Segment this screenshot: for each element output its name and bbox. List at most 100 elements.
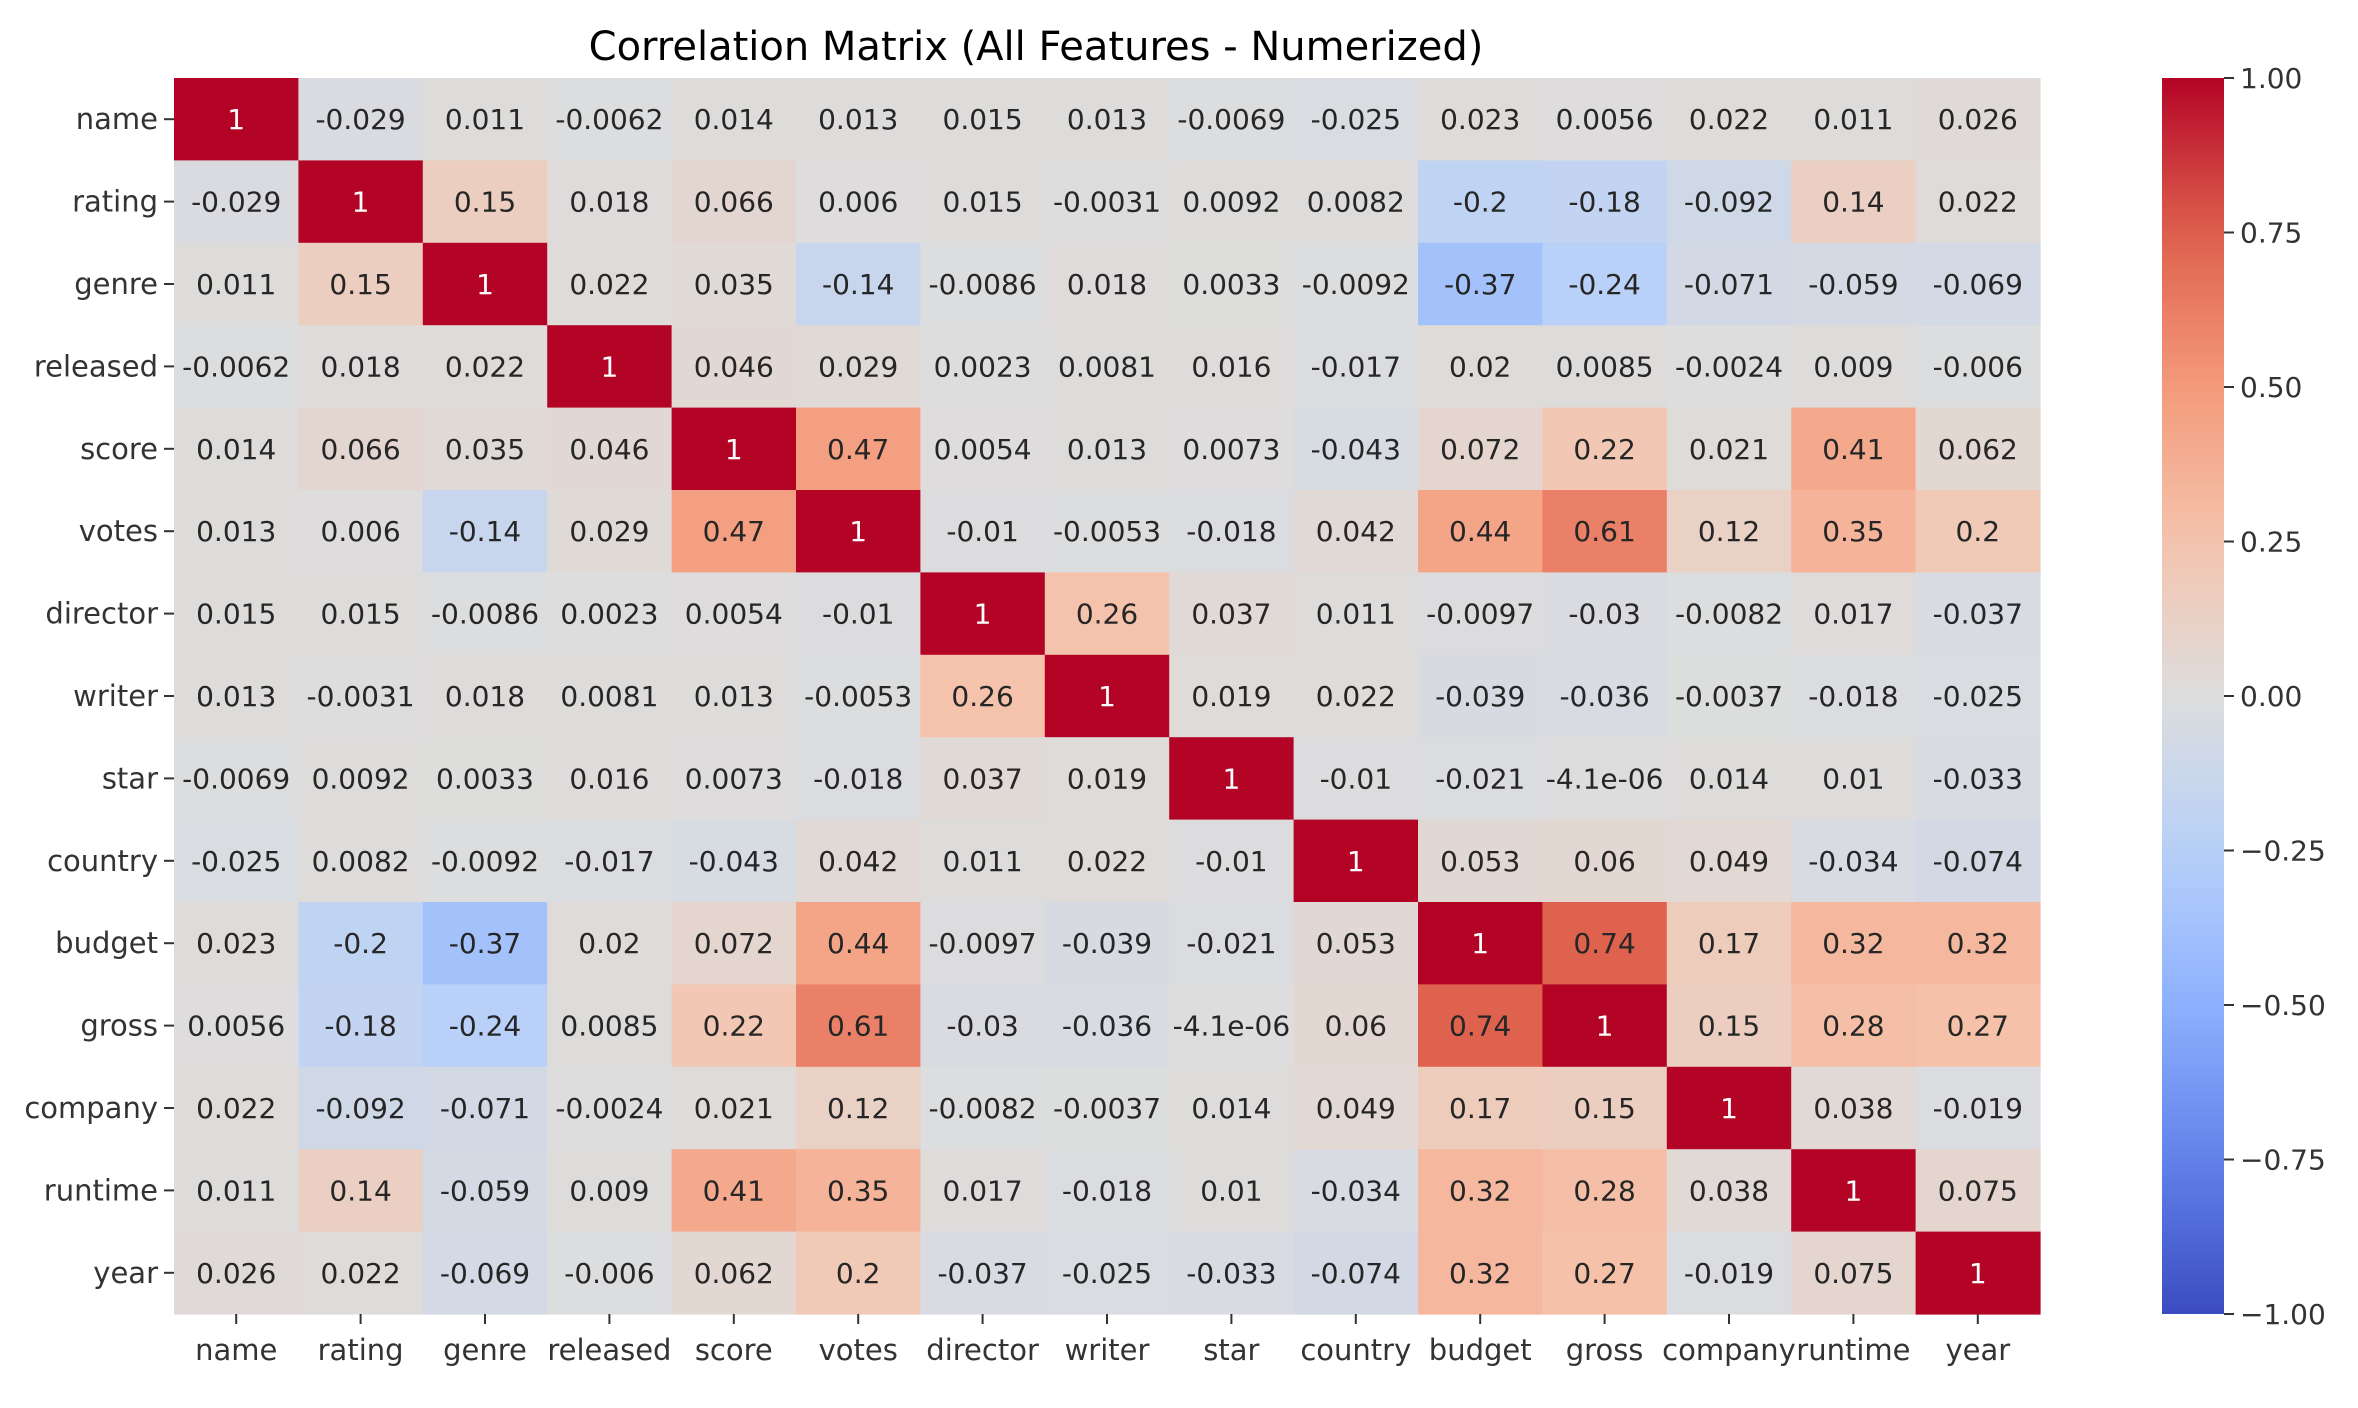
heatmap-cell-star-votes (796, 737, 921, 821)
heatmap-cell-director-star (1169, 572, 1295, 656)
heatmap-cell-score-rating (298, 407, 424, 491)
cell-value-released-country: -0.017 (1311, 350, 1401, 383)
cell-value-star-director: 0.037 (943, 762, 1023, 795)
cell-value-director-votes: -0.01 (822, 598, 894, 631)
heatmap-cell-writer-gross (1542, 654, 1668, 738)
cell-value-votes-rating: 0.006 (321, 515, 401, 548)
cell-value-director-country: 0.011 (1316, 598, 1396, 631)
heatmap-cell-year-runtime (1791, 1231, 1917, 1315)
heatmap-cell-labels: 1 -0.029 0.011 -0.0062 0.014 0.013 0.015 0.013-… (182, 103, 2023, 1290)
cell-value-director-director: 1 (974, 598, 992, 631)
heatmap-cell-country-rating (298, 819, 424, 903)
heatmap-cell-star-runtime (1791, 737, 1917, 821)
heatmap-cell-country-score (671, 819, 797, 903)
heatmap-cell-genre-score (671, 242, 797, 326)
heatmap-cell-name-votes (796, 78, 921, 161)
x-tick-label-runtime: runtime (1796, 1333, 1910, 1367)
heatmap-cell-name-writer (1044, 78, 1170, 161)
heatmap-cell-budget-runtime (1791, 902, 1917, 985)
heatmap-cell-star-score (671, 737, 797, 821)
y-tick-label-rating: rating (72, 185, 158, 219)
cell-value-year-rating: 0.022 (321, 1257, 401, 1290)
cell-value-votes-runtime: 0.35 (1822, 515, 1884, 548)
heatmap-cell-director-rating (298, 572, 424, 656)
heatmap-cell-runtime-votes (796, 1149, 921, 1233)
y-tick-label-votes: votes (79, 514, 158, 548)
cell-value-runtime-writer: -0.018 (1062, 1174, 1152, 1207)
cell-value-writer-score: 0.013 (694, 680, 774, 713)
cell-value-director-rating: 0.015 (321, 598, 401, 631)
heatmap-cell-runtime-writer (1044, 1149, 1170, 1233)
heatmap-cell-gross-score (671, 984, 797, 1068)
heatmap-cell-votes-writer (1044, 490, 1170, 573)
heatmap-cell-writer-star (1169, 654, 1295, 738)
cell-value-writer-released: 0.0081 (560, 680, 658, 713)
cell-value-runtime-budget: 0.32 (1449, 1174, 1511, 1207)
heatmap-cell-budget-genre (422, 902, 548, 985)
cell-value-votes-year: 0.2 (1956, 515, 2001, 548)
cell-value-gross-budget: 0.74 (1449, 1010, 1511, 1043)
heatmap-cell-star-star (1169, 737, 1295, 821)
cell-value-company-country: 0.049 (1316, 1092, 1396, 1125)
heatmap-cell-rating-company (1666, 160, 1792, 244)
y-axis-ticks: name rating genre released score votes directo… (24, 102, 174, 1290)
heatmap-cell-rating-budget (1418, 160, 1543, 244)
cell-value-company-year: -0.019 (1933, 1092, 2023, 1125)
heatmap-cell-company-writer (1044, 1066, 1170, 1150)
cell-value-country-rating: 0.0082 (312, 845, 410, 878)
cell-value-runtime-name: 0.011 (196, 1174, 276, 1207)
cell-value-released-writer: 0.0081 (1058, 350, 1156, 383)
cell-value-budget-gross: 0.74 (1573, 927, 1635, 960)
cell-value-writer-company: -0.0037 (1675, 680, 1783, 713)
cell-value-company-gross: 0.15 (1573, 1092, 1635, 1125)
heatmap-cell-director-writer (1044, 572, 1170, 656)
cell-value-runtime-company: 0.038 (1689, 1174, 1769, 1207)
heatmap-cell-gross-rating (298, 984, 424, 1068)
heatmap-cell-rating-year (1915, 160, 2041, 244)
cell-value-name-gross: 0.0056 (1556, 103, 1654, 136)
cell-value-year-gross: 0.27 (1573, 1257, 1635, 1290)
heatmap-cell-runtime-score (671, 1149, 797, 1233)
cell-value-writer-genre: 0.018 (445, 680, 525, 713)
cell-value-gross-name: 0.0056 (187, 1010, 285, 1043)
colorbar-tick-label-4: 0.00 (2240, 680, 2302, 713)
x-tick-label-genre: genre (443, 1333, 527, 1367)
cell-value-budget-country: 0.053 (1316, 927, 1396, 960)
heatmap-cell-gross-company (1666, 984, 1792, 1068)
cell-value-genre-star: 0.0033 (1182, 268, 1280, 301)
cell-value-company-rating: -0.092 (315, 1092, 405, 1125)
heatmap-cell-genre-gross (1542, 242, 1668, 326)
colorbar-tick-label-5: −0.25 (2240, 835, 2326, 868)
y-tick-label-company: company (24, 1091, 158, 1125)
colorbar-tick-label-6: −0.50 (2240, 989, 2326, 1022)
cell-value-genre-writer: 0.018 (1067, 268, 1147, 301)
cell-value-country-gross: 0.06 (1573, 845, 1635, 878)
y-tick-label-writer: writer (73, 679, 158, 713)
cell-value-released-star: 0.016 (1191, 350, 1271, 383)
x-tick-label-gross: gross (1566, 1333, 1644, 1367)
heatmap-cell-released-gross (1542, 325, 1668, 409)
heatmap-cell-rating-name (174, 160, 299, 244)
heatmap-cell-votes-genre (422, 490, 548, 573)
heatmap-cell-director-votes (796, 572, 921, 656)
cell-value-released-rating: 0.018 (321, 350, 401, 383)
heatmap-cell-score-year (1915, 407, 2041, 491)
cell-value-rating-country: 0.0082 (1307, 186, 1405, 219)
colorbar-tick-label-7: −0.75 (2240, 1144, 2326, 1177)
x-tick-label-company: company (1662, 1333, 1796, 1367)
cell-value-name-company: 0.022 (1689, 103, 1769, 136)
heatmap-cell-score-runtime (1791, 407, 1917, 491)
heatmap-cell-gross-country (1293, 984, 1419, 1068)
cell-value-director-released: 0.0023 (560, 598, 658, 631)
cell-value-name-star: -0.0069 (1177, 103, 1285, 136)
cell-value-company-budget: 0.17 (1449, 1092, 1511, 1125)
cell-value-writer-budget: -0.039 (1435, 680, 1525, 713)
heatmap-cell-gross-genre (422, 984, 548, 1068)
cell-value-released-year: -0.006 (1933, 350, 2023, 383)
heatmap-cell-released-genre (422, 325, 548, 409)
cell-value-year-year: 1 (1969, 1257, 1987, 1290)
cell-value-released-director: 0.0023 (934, 350, 1032, 383)
heatmap-cell-country-genre (422, 819, 548, 903)
cell-value-country-runtime: -0.034 (1808, 845, 1898, 878)
heatmap-cell-name-genre (422, 78, 548, 161)
